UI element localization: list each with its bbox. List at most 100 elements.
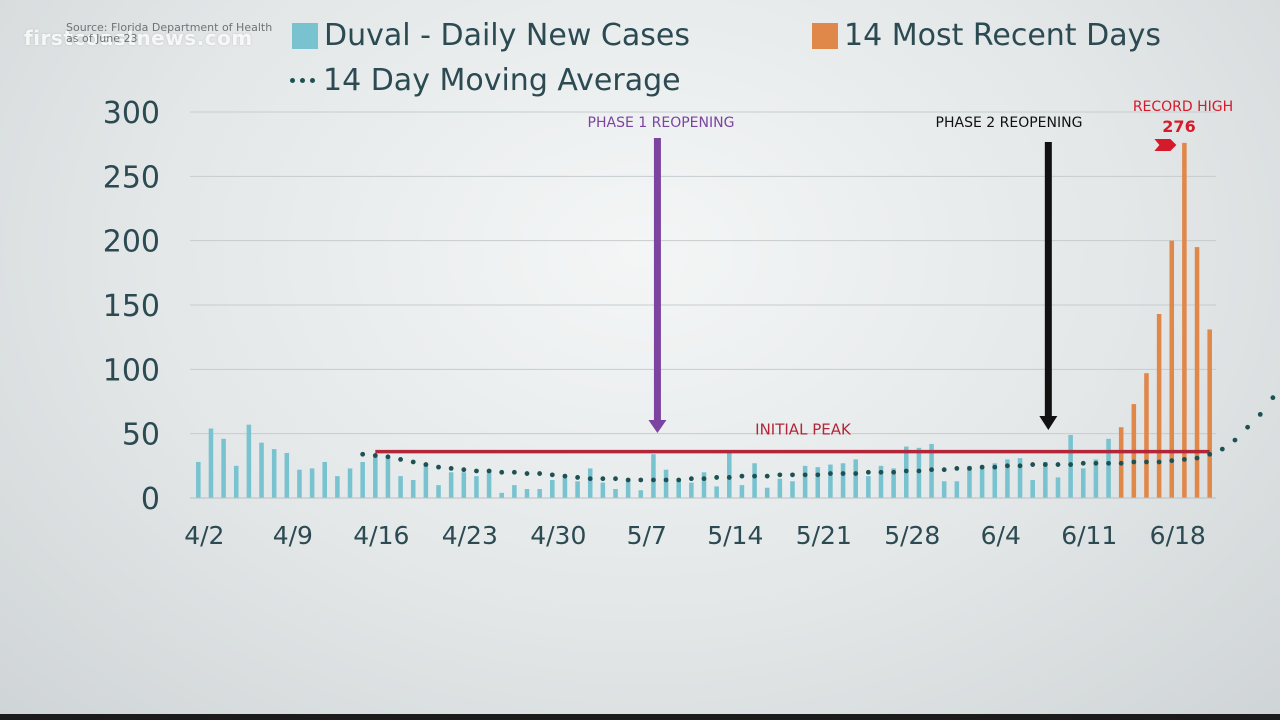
moving-average-point [511,469,517,475]
moving-average-point [701,476,707,482]
moving-average-point [954,466,960,471]
moving-average-point [410,459,416,465]
recent-bar [1169,240,1175,498]
daily-bar [448,472,454,498]
daily-bar [512,485,517,498]
daily-bar [1017,458,1023,498]
daily-bar [739,485,745,498]
daily-bar [1055,477,1061,498]
moving-average-point [916,468,922,474]
y-tick-label: 0 [141,482,160,517]
daily-bar [221,438,226,498]
daily-bar [954,481,960,498]
legend-daily-label: Duval - Daily New Cases [324,18,690,53]
moving-average-point [1017,463,1023,469]
moving-average-point [1194,455,1200,461]
moving-average-point [587,476,593,482]
legend-daily: Duval - Daily New Cases [292,18,690,53]
daily-bar [941,481,947,498]
moving-average-point [1080,460,1086,466]
daily-bar [423,463,429,498]
y-tick-label: 200 [103,225,160,260]
bars [196,142,1212,498]
record-high-marker-icon [1154,139,1177,151]
daily-bar [1080,468,1086,498]
daily-bar [385,456,391,498]
daily-bar [347,468,353,498]
source-note: Source: Florida Department of Health as … [66,22,272,44]
annotations: INITIAL PEAK PHASE 1 REOPENING PHASE 2 REO… [375,99,1233,454]
daily-bar [474,476,479,498]
legend-recent-swatch [812,22,838,49]
record-high-value: 276 [1162,117,1195,136]
x-tick-label: 4/16 [353,521,409,550]
moving-average-point [1118,460,1124,466]
moving-average-point [726,475,732,480]
daily-bar [714,486,719,498]
moving-average-point [1093,460,1099,466]
daily-bar [891,468,896,498]
daily-bar [752,463,757,498]
moving-average-point [385,454,391,460]
moving-average-point [625,477,631,483]
daily-bar [373,454,378,498]
x-tick-label: 5/28 [884,521,940,550]
moving-average-line [360,395,1276,483]
daily-bar [828,464,833,498]
daily-bar [840,463,846,498]
moving-average-point [1030,462,1036,467]
moving-average-point [562,473,568,479]
moving-average-point [436,464,441,470]
moving-average-point [663,477,669,483]
moving-average-point [878,469,884,475]
moving-average-point [638,477,644,483]
moving-average-point [853,471,859,476]
x-tick-label: 5/14 [707,521,763,550]
daily-bar [196,461,201,498]
moving-average-point [1156,459,1162,465]
x-tick-label: 4/30 [530,521,586,550]
moving-average-point [398,457,403,462]
daily-bar [651,454,656,498]
daily-bar [284,452,290,498]
daily-bar [663,469,669,498]
y-tick-label: 250 [103,160,160,195]
x-tick-label: 5/21 [796,521,852,550]
gridlines [190,111,1216,435]
moving-average-point [1270,395,1276,401]
daily-bar [587,468,593,498]
recent-bar [1207,329,1212,498]
moving-average-point [1005,463,1010,469]
daily-bar [790,481,795,498]
daily-bar [878,465,884,498]
legend-average: 14 Day Moving Average [290,63,681,98]
legend-daily-swatch [292,22,318,49]
moving-average-point [752,473,757,479]
bottom-bar [0,714,1280,720]
daily-bar [537,488,542,498]
y-tick-label: 150 [103,289,160,324]
moving-average-point [423,462,429,467]
moving-average-point [815,472,821,478]
moving-average-point [1181,457,1187,462]
daily-bar [1106,438,1111,498]
x-tick-label: 4/9 [273,521,313,550]
daily-bar [777,478,783,498]
moving-average-point [1232,437,1238,443]
moving-average-point [575,475,580,480]
station-watermark: firstcoastnews.com [24,26,253,50]
moving-average-point [979,464,985,470]
moving-average-point [1207,451,1213,457]
moving-average-point [929,467,934,473]
daily-bar [208,428,214,498]
daily-bar [613,488,618,498]
daily-bar [524,488,530,498]
initial-peak-label: INITIAL PEAK [755,421,852,439]
daily-bar [297,469,302,498]
daily-bar [853,459,858,498]
moving-average-point [941,467,947,473]
daily-bar [967,465,972,498]
daily-bar [764,487,770,498]
phase2-label: PHASE 2 REOPENING [936,115,1083,131]
